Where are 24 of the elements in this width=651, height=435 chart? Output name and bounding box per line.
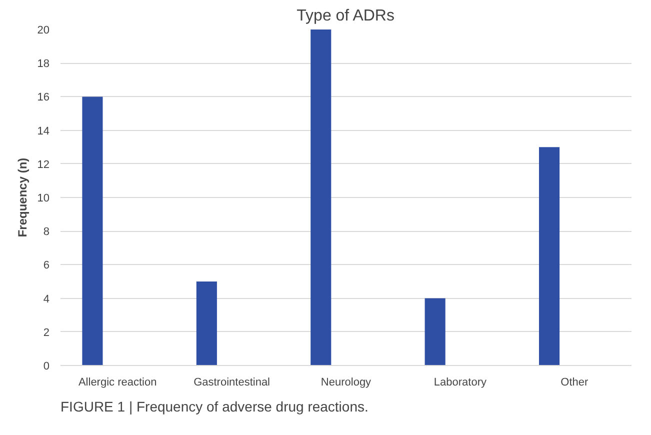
- y-tick-label: 12: [37, 158, 50, 171]
- x-tick-label: Allergic reaction: [78, 376, 157, 388]
- x-tick-label: Gastrointestinal: [194, 376, 270, 388]
- bar: [424, 298, 446, 366]
- caption: FIGURE 1 | Frequency of adverse drug reactions.: [60, 398, 368, 414]
- y-tick-label: 2: [43, 326, 50, 339]
- y-tick-label: 10: [37, 192, 50, 204]
- y-tick-label: 18: [37, 58, 50, 70]
- bar: [196, 282, 217, 366]
- y-tick-label: 16: [37, 92, 50, 104]
- y-axis-title: Frequency (n): [15, 158, 30, 238]
- y-tick-label: 4: [43, 293, 50, 306]
- bar: [539, 147, 560, 366]
- y-tick-label: 6: [43, 260, 50, 272]
- y-tick-label: 14: [37, 125, 50, 138]
- y-tick-label: 8: [43, 226, 50, 238]
- x-tick-label: Laboratory: [434, 376, 487, 388]
- y-tick-label: 20: [37, 24, 50, 36]
- bar: [82, 96, 103, 366]
- y-tick-label: 0: [43, 360, 50, 372]
- x-tick-label: Neurology: [320, 376, 372, 388]
- bar: [310, 30, 332, 366]
- chart-title: Type of ADRs: [296, 8, 394, 24]
- x-tick-label: Other: [560, 376, 588, 388]
